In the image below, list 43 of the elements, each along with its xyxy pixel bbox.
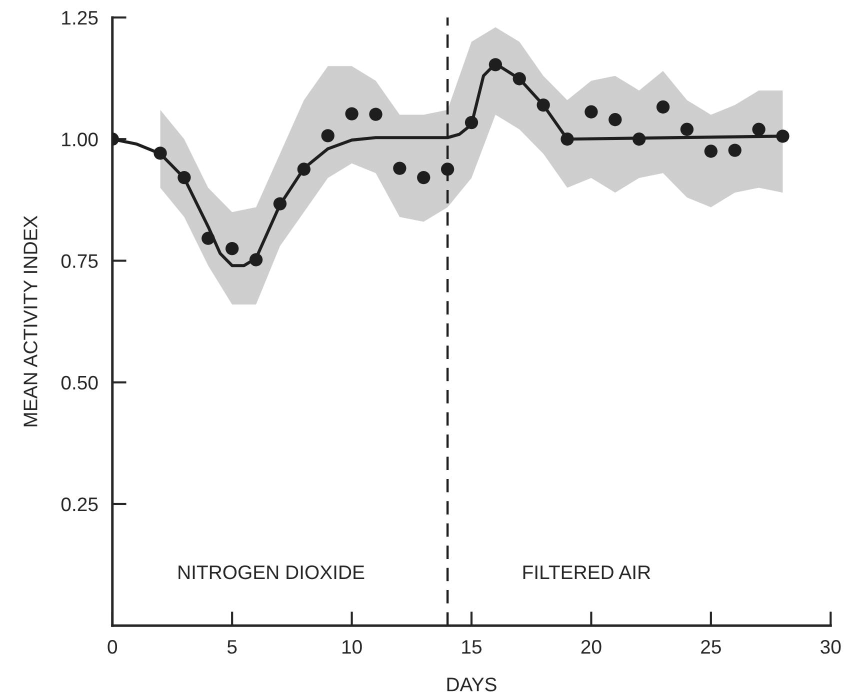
y-tick-label: 0.25 (61, 497, 98, 512)
y-axis-title: MEAN ACTIVITY INDEX (24, 216, 38, 426)
point (154, 146, 167, 160)
point (656, 100, 670, 114)
point (632, 132, 646, 146)
point (202, 232, 215, 245)
x-tick-label: 0 (108, 640, 118, 654)
point (226, 242, 239, 256)
point (369, 108, 382, 121)
y-tick-label: 0.50 (61, 376, 98, 390)
y-tick-label: 1.25 (62, 10, 98, 25)
point (273, 197, 287, 210)
point (440, 162, 454, 176)
point (776, 130, 790, 143)
point (393, 162, 406, 175)
point (178, 170, 191, 184)
point (417, 170, 430, 184)
point (345, 107, 358, 120)
x-tick-label: 15 (462, 640, 482, 654)
point (560, 132, 574, 146)
x-tick-label: 10 (342, 640, 362, 654)
point (680, 122, 694, 136)
x-tick-label: 5 (227, 640, 237, 654)
point (512, 72, 526, 86)
point (249, 253, 263, 266)
point (464, 116, 478, 130)
point (488, 58, 502, 72)
y-tick-label: 0.75 (61, 254, 98, 268)
point (536, 98, 550, 112)
point (584, 105, 598, 118)
x-tick-label: 30 (820, 640, 841, 654)
point (752, 122, 766, 136)
point (608, 113, 622, 126)
annotation: NITROGEN DIOXIDE (178, 565, 364, 580)
y-tick-label: 1.00 (62, 132, 98, 146)
point (728, 144, 742, 157)
point (297, 162, 311, 176)
annotation: FILTERED AIR (523, 566, 650, 579)
point (704, 144, 718, 158)
x-axis-title: DAYS (447, 678, 496, 692)
x-tick-label: 20 (581, 640, 602, 654)
x-tick-label: 25 (701, 640, 721, 654)
point (321, 129, 334, 142)
